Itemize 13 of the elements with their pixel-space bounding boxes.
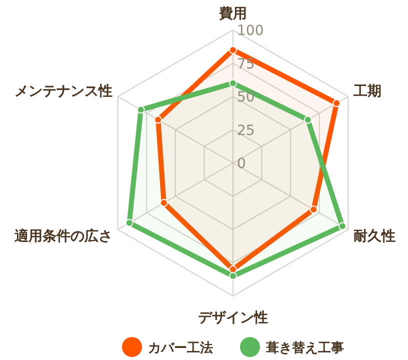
spoke-label: メンテナンス性: [14, 84, 113, 100]
y-tick-label: 0: [237, 156, 246, 172]
legend-label: カバー工法: [148, 341, 213, 356]
y-tick-label: 100: [237, 23, 264, 39]
y-tick-label: 50: [237, 90, 255, 106]
spoke-label: 適用条件の広さ: [14, 228, 113, 244]
spoke-label: 工期: [352, 84, 382, 100]
y-tick-label: 25: [237, 122, 255, 139]
legend-label: 葺き替え工事: [265, 340, 344, 356]
spoke-label: 費用: [218, 6, 247, 22]
spoke-label: デザイン性: [198, 310, 268, 326]
y-tick-label: 75: [237, 56, 255, 72]
spoke-label: 耐久性: [353, 228, 396, 244]
